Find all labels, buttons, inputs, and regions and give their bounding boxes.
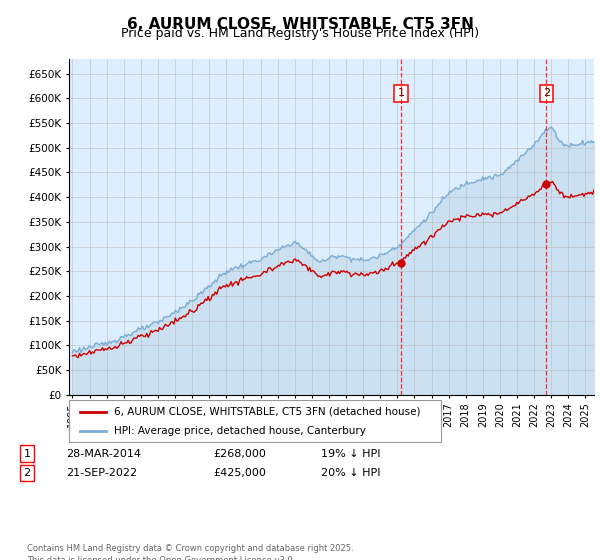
Text: 1: 1 (398, 88, 404, 99)
Text: 20% ↓ HPI: 20% ↓ HPI (321, 468, 380, 478)
Text: £268,000: £268,000 (213, 449, 266, 459)
Text: 6, AURUM CLOSE, WHITSTABLE, CT5 3FN (detached house): 6, AURUM CLOSE, WHITSTABLE, CT5 3FN (det… (113, 407, 420, 417)
Text: 21-SEP-2022: 21-SEP-2022 (66, 468, 137, 478)
Text: 19% ↓ HPI: 19% ↓ HPI (321, 449, 380, 459)
Text: HPI: Average price, detached house, Canterbury: HPI: Average price, detached house, Cant… (113, 426, 365, 436)
Text: 1: 1 (23, 449, 31, 459)
FancyBboxPatch shape (69, 400, 441, 442)
Text: £425,000: £425,000 (213, 468, 266, 478)
Text: Contains HM Land Registry data © Crown copyright and database right 2025.
This d: Contains HM Land Registry data © Crown c… (27, 544, 353, 560)
Text: Price paid vs. HM Land Registry's House Price Index (HPI): Price paid vs. HM Land Registry's House … (121, 27, 479, 40)
Text: 28-MAR-2014: 28-MAR-2014 (66, 449, 141, 459)
Text: 2: 2 (543, 88, 550, 99)
Text: 2: 2 (23, 468, 31, 478)
Text: 6, AURUM CLOSE, WHITSTABLE, CT5 3FN: 6, AURUM CLOSE, WHITSTABLE, CT5 3FN (127, 17, 473, 32)
